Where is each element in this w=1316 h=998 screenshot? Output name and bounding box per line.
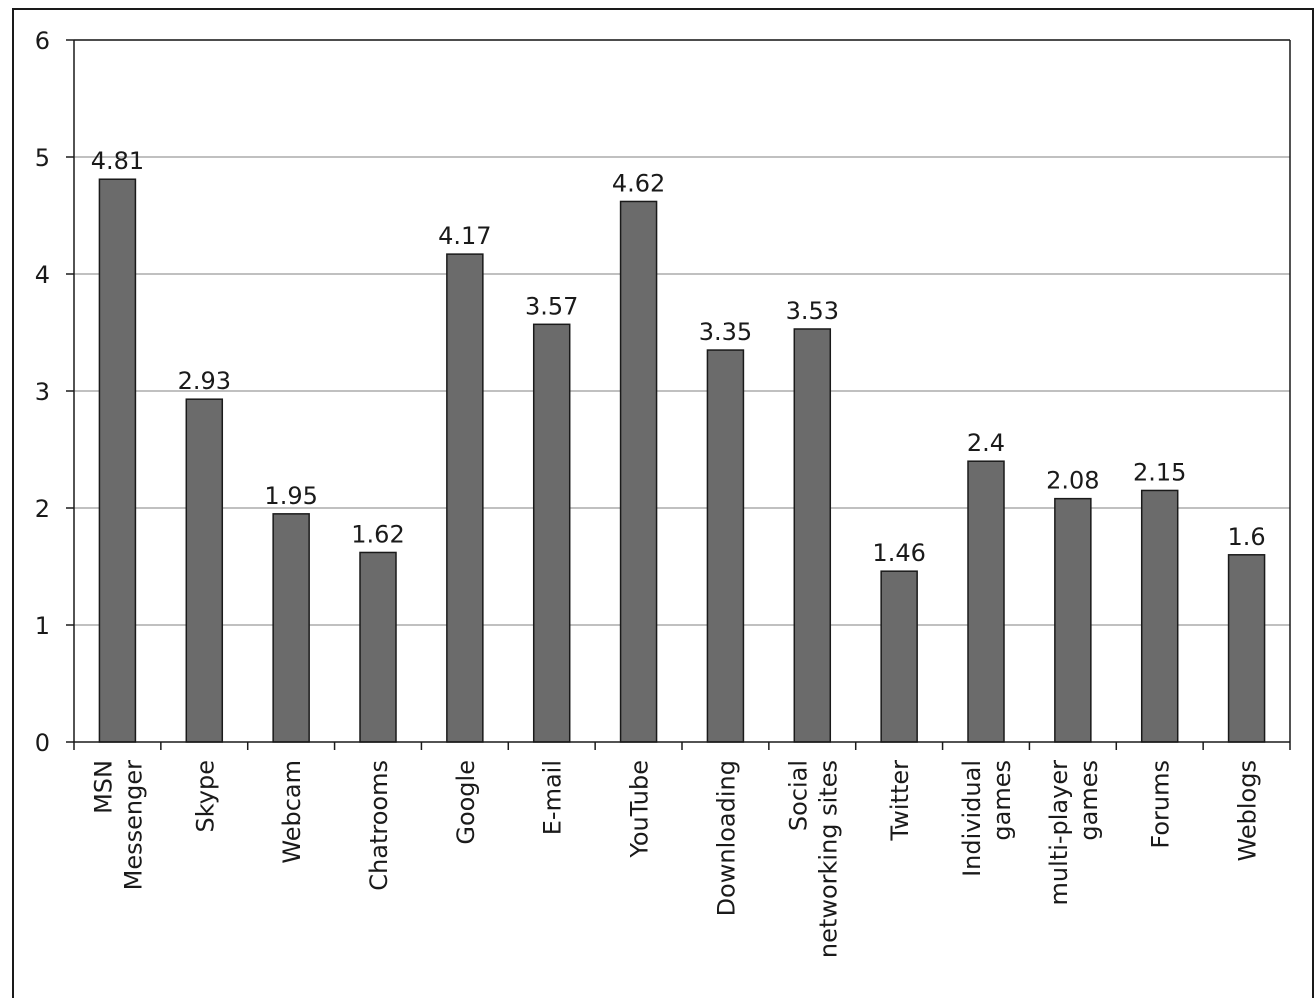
bar (619, 200, 658, 743)
chart-frame (12, 8, 1314, 998)
x-category-label: Twitter (886, 760, 914, 842)
data-label: 2.15 (1133, 458, 1186, 486)
data-label: 2.4 (967, 429, 1005, 457)
bar (185, 398, 224, 743)
x-axis-labels: MSN Messenger Skype Webcam Chatrooms Google E-… (89, 760, 1261, 958)
bar (706, 349, 745, 743)
x-category-label: Messenger (119, 760, 147, 890)
x-axis (73, 741, 1291, 750)
x-category-label: Google (452, 760, 480, 845)
x-category-label: games (988, 760, 1016, 841)
data-label: 3.35 (699, 318, 752, 346)
data-label: 2.93 (178, 367, 231, 395)
data-label: 1.6 (1227, 523, 1265, 551)
data-label: 4.81 (91, 147, 144, 175)
data-label: 4.17 (438, 222, 491, 250)
x-category-label: games (1075, 760, 1103, 841)
y-tick-label: 4 (35, 261, 50, 289)
y-axis: 0 1 2 3 4 5 6 (35, 27, 75, 757)
y-tick-label: 2 (35, 495, 50, 523)
bar (446, 253, 484, 743)
x-category-label: networking sites (814, 760, 842, 958)
bar (1140, 489, 1179, 743)
bar (98, 178, 137, 743)
data-label: 4.62 (612, 169, 665, 197)
bar (793, 328, 832, 743)
x-category-label: Downloading (712, 760, 740, 916)
x-category-label: YouTube (626, 760, 654, 859)
x-category-label: Webcam (278, 760, 306, 864)
y-tick-label: 1 (35, 612, 50, 640)
bar (880, 570, 918, 743)
bar (532, 323, 571, 743)
data-label: 3.53 (786, 297, 839, 325)
data-label: 1.46 (872, 539, 925, 567)
data-label: 2.08 (1046, 467, 1099, 495)
bar (967, 460, 1005, 743)
bar (359, 551, 397, 743)
gridlines (74, 39, 1291, 742)
x-category-label: Weblogs (1234, 760, 1262, 861)
x-category-label: Forums (1147, 760, 1175, 849)
x-category-label: E-mail (539, 760, 567, 835)
data-label: 1.62 (351, 520, 404, 548)
x-category-label: Chatrooms (365, 760, 393, 891)
y-tick-label: 5 (35, 144, 50, 172)
x-category-label: multi-player (1045, 760, 1073, 906)
data-label: 3.57 (525, 292, 578, 320)
x-category-label: Skype (191, 760, 219, 832)
x-category-label: Social (784, 760, 812, 831)
bar (1227, 554, 1266, 743)
bar (1054, 497, 1092, 743)
data-label: 1.95 (264, 482, 317, 510)
y-tick-label: 0 (35, 729, 50, 757)
x-category-label: Individual (958, 760, 986, 877)
y-tick-label: 3 (35, 378, 50, 406)
bar (272, 513, 310, 743)
bars (98, 178, 1266, 743)
data-labels: 4.81 2.93 1.95 1.62 4.17 3.57 4.62 3.35 3.53 1.46… (91, 147, 1266, 567)
x-category-label: MSN (89, 760, 117, 814)
y-tick-label: 6 (35, 27, 50, 55)
